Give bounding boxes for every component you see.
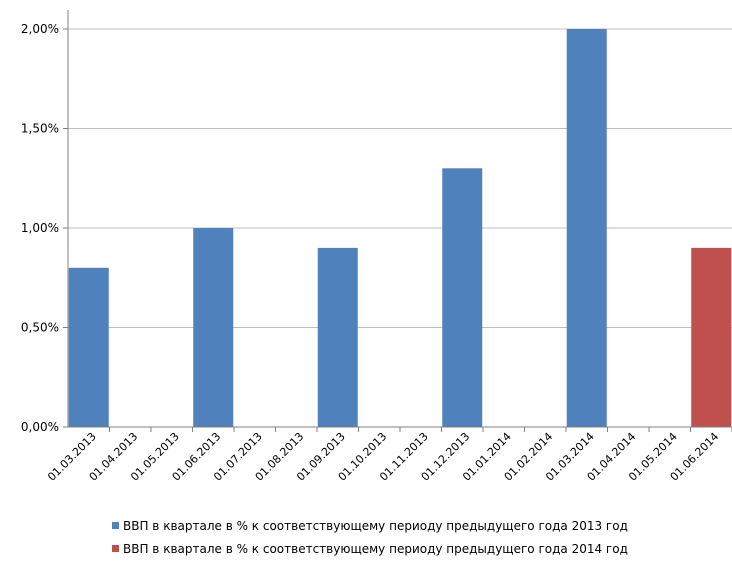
legend-swatch-2013 bbox=[112, 522, 119, 529]
bar bbox=[442, 168, 483, 428]
y-tick-label: 0,00% bbox=[21, 420, 59, 434]
legend-item-2014: ВВП в квартале в % к соответствующему пе… bbox=[112, 541, 628, 557]
bar bbox=[68, 267, 109, 427]
x-axis-ticks: 01.03.201301.04.201301.05.201301.06.2013… bbox=[45, 427, 732, 484]
bar bbox=[193, 228, 234, 427]
y-axis-ticks: 0,00% 0,50% 1,00% 1,50% 2,00% bbox=[21, 22, 68, 434]
axes bbox=[67, 10, 732, 428]
legend-label-2013: ВВП в квартале в % к соответствующему пе… bbox=[123, 519, 628, 533]
legend-label-2014: ВВП в квартале в % к соответствующему пе… bbox=[123, 542, 628, 556]
bars bbox=[68, 29, 732, 428]
legend-swatch-2014 bbox=[112, 545, 119, 552]
y-tick-label: 1,00% bbox=[21, 221, 59, 235]
y-tick-label: 1,50% bbox=[21, 122, 59, 136]
legend-item-2013: ВВП в квартале в % к соответствующему пе… bbox=[112, 518, 628, 534]
bar bbox=[317, 247, 358, 427]
y-tick-label: 2,00% bbox=[21, 22, 59, 36]
bar bbox=[566, 29, 607, 427]
bar bbox=[691, 247, 732, 427]
gridlines bbox=[68, 28, 732, 428]
y-tick-label: 0,50% bbox=[21, 321, 59, 335]
